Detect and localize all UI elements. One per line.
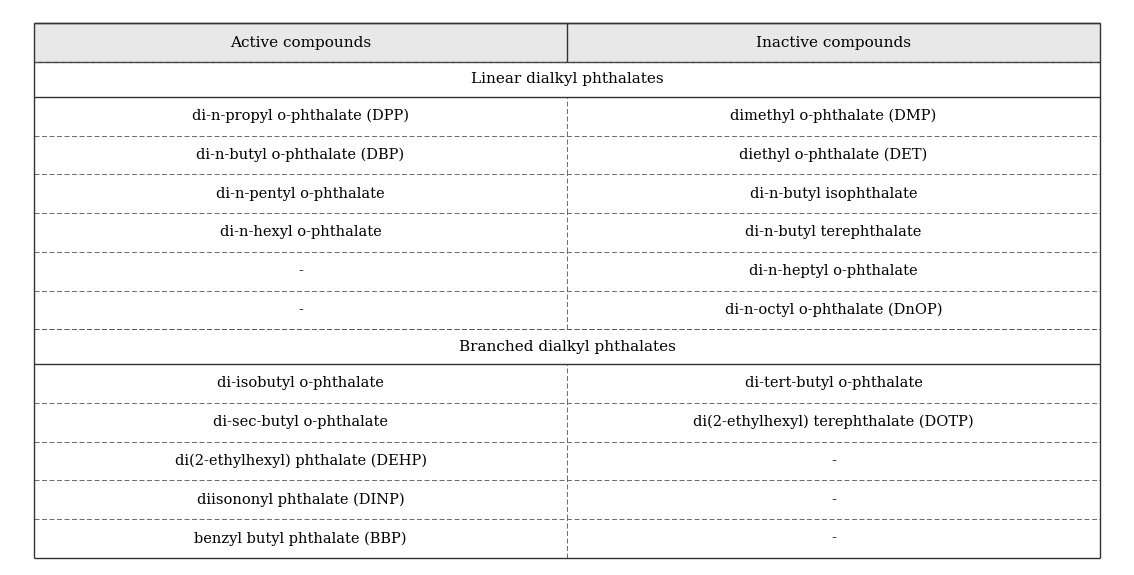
- Text: Inactive compounds: Inactive compounds: [756, 36, 911, 49]
- Text: di-n-hexyl o-phthalate: di-n-hexyl o-phthalate: [220, 225, 381, 239]
- Bar: [34, 136, 567, 174]
- Bar: [34, 62, 1100, 97]
- Bar: [34, 97, 567, 136]
- Bar: [567, 213, 1100, 252]
- Bar: [34, 442, 567, 480]
- Bar: [34, 519, 567, 558]
- Bar: [567, 364, 1100, 402]
- Text: -: -: [298, 303, 303, 317]
- Text: di-n-heptyl o-phthalate: di-n-heptyl o-phthalate: [750, 264, 917, 278]
- Text: di-n-pentyl o-phthalate: di-n-pentyl o-phthalate: [217, 187, 384, 201]
- Text: dimethyl o-phthalate (DMP): dimethyl o-phthalate (DMP): [730, 109, 937, 124]
- Text: di-sec-butyl o-phthalate: di-sec-butyl o-phthalate: [213, 415, 388, 429]
- Text: Branched dialkyl phthalates: Branched dialkyl phthalates: [458, 340, 676, 354]
- Bar: [567, 442, 1100, 480]
- Bar: [34, 290, 567, 329]
- Text: di-n-octyl o-phthalate (DnOP): di-n-octyl o-phthalate (DnOP): [725, 302, 942, 317]
- Bar: [34, 213, 567, 252]
- Text: -: -: [831, 531, 836, 545]
- Bar: [34, 480, 567, 519]
- Text: di-n-propyl o-phthalate (DPP): di-n-propyl o-phthalate (DPP): [192, 109, 409, 124]
- Bar: [567, 136, 1100, 174]
- Text: -: -: [831, 454, 836, 468]
- Bar: [567, 519, 1100, 558]
- Bar: [567, 402, 1100, 442]
- Text: di-n-butyl isophthalate: di-n-butyl isophthalate: [750, 187, 917, 201]
- Text: diethyl o-phthalate (DET): diethyl o-phthalate (DET): [739, 148, 928, 162]
- Bar: [34, 402, 567, 442]
- Bar: [567, 480, 1100, 519]
- Bar: [567, 97, 1100, 136]
- Text: di(2-ethylhexyl) phthalate (DEHP): di(2-ethylhexyl) phthalate (DEHP): [175, 454, 426, 468]
- Bar: [34, 364, 567, 402]
- Text: di-n-butyl terephthalate: di-n-butyl terephthalate: [745, 225, 922, 239]
- Bar: [34, 23, 567, 62]
- Text: benzyl butyl phthalate (BBP): benzyl butyl phthalate (BBP): [194, 531, 407, 546]
- Text: di-n-butyl o-phthalate (DBP): di-n-butyl o-phthalate (DBP): [196, 148, 405, 162]
- Text: di-tert-butyl o-phthalate: di-tert-butyl o-phthalate: [745, 377, 922, 390]
- Text: diisononyl phthalate (DINP): diisononyl phthalate (DINP): [196, 492, 405, 507]
- Text: Linear dialkyl phthalates: Linear dialkyl phthalates: [471, 72, 663, 86]
- Text: Active compounds: Active compounds: [230, 36, 371, 49]
- Text: -: -: [831, 493, 836, 507]
- Bar: [567, 174, 1100, 213]
- Bar: [34, 329, 1100, 364]
- Bar: [567, 290, 1100, 329]
- Bar: [34, 174, 567, 213]
- Text: di-isobutyl o-phthalate: di-isobutyl o-phthalate: [217, 377, 384, 390]
- Bar: [567, 23, 1100, 62]
- Text: di(2-ethylhexyl) terephthalate (DOTP): di(2-ethylhexyl) terephthalate (DOTP): [693, 415, 974, 430]
- Bar: [34, 252, 567, 290]
- Text: -: -: [298, 264, 303, 278]
- Bar: [567, 252, 1100, 290]
